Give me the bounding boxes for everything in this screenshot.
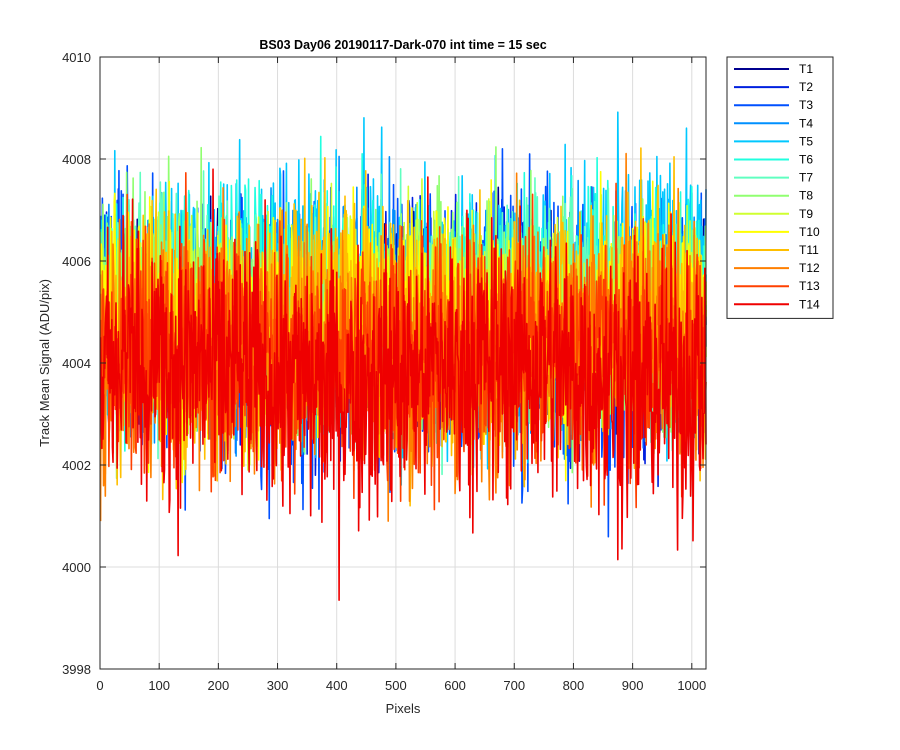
y-tick-label: 4004	[62, 356, 91, 371]
x-tick-label: 1000	[677, 678, 706, 693]
y-axis-label: Track Mean Signal (ADU/pix)	[37, 279, 52, 447]
legend-box	[726, 56, 834, 319]
legend-label: T5	[799, 134, 813, 148]
y-tick-label: 4010	[62, 50, 91, 65]
legend-label: T12	[799, 261, 820, 275]
x-tick-label: 0	[96, 678, 103, 693]
y-tick-label: 4002	[62, 458, 91, 473]
series-line-t14	[99, 168, 707, 601]
y-tick-label: 4008	[62, 152, 91, 167]
series-layer	[99, 111, 707, 601]
chart-title: BS03 Day06 20190117-Dark-070 int time = …	[259, 38, 546, 52]
x-tick-label: 100	[148, 678, 170, 693]
legend-label: T11	[799, 243, 819, 257]
x-axis-label: Pixels	[386, 701, 421, 716]
x-tick-label: 900	[622, 678, 644, 693]
legend: T1 T2 T3 T4 T5 T6 T7 T8 T9 T10 T11 T12 T13 T14	[726, 56, 834, 319]
legend-label: T6	[799, 153, 813, 167]
x-tick-label: 400	[326, 678, 348, 693]
y-ticks: 3998 4000 4002 4004 4006 4008 4010	[62, 50, 706, 677]
x-tick-label: 200	[208, 678, 230, 693]
x-tick-label: 700	[503, 678, 525, 693]
legend-label: T2	[799, 80, 813, 94]
legend-label: T9	[799, 207, 813, 221]
legend-label: T1	[799, 62, 813, 76]
y-tick-label: 4006	[62, 254, 91, 269]
legend-label: T14	[799, 297, 820, 311]
x-tick-label: 800	[563, 678, 585, 693]
x-tick-label: 500	[385, 678, 407, 693]
x-ticks: 0 100 200 300 400 500 600 700 800 900 1000	[96, 57, 706, 693]
legend-label: T7	[799, 171, 813, 185]
legend-label: T8	[799, 189, 813, 203]
legend-label: T3	[799, 98, 813, 112]
legend-label: T10	[799, 225, 820, 239]
x-tick-label: 600	[444, 678, 466, 693]
y-tick-label: 4000	[62, 560, 91, 575]
legend-label: T4	[799, 116, 813, 130]
legend-label: T13	[799, 279, 820, 293]
y-tick-label: 3998	[62, 662, 91, 677]
x-tick-label: 300	[267, 678, 289, 693]
